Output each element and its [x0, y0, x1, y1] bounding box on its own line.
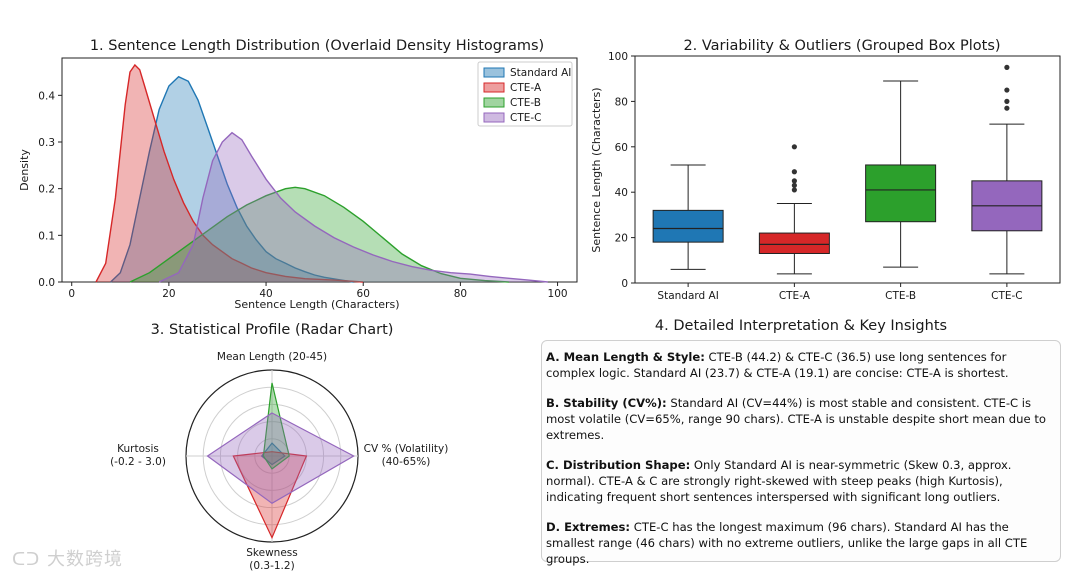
insight-item: A. Mean Length & Style: CTE-B (44.2) & C…	[546, 349, 1050, 381]
x-tick-label: CTE-C	[991, 290, 1023, 302]
x-tick-label: Standard AI	[657, 290, 718, 302]
insight-text: CTE-B (44.2) & CTE-C (36.5) use long sen…	[546, 350, 1009, 380]
y-tick-label: 0	[621, 278, 628, 290]
y-tick-label: 0.0	[38, 277, 55, 289]
insight-heading: C. Distribution Shape:	[546, 458, 691, 472]
x-tick-label: 60	[357, 288, 370, 300]
legend-swatch	[483, 97, 505, 108]
x-tick-label: 80	[454, 288, 467, 300]
radar-axis-label: Kurtosis	[117, 443, 159, 455]
density-area-cte-c	[159, 132, 548, 282]
legend-label: CTE-B	[510, 97, 541, 109]
y-tick-label: 0.3	[38, 137, 55, 149]
y-tick-label: 20	[615, 233, 628, 245]
insight-text: Standard AI (CV=44%) is most stable and …	[546, 396, 1046, 442]
watermark-logo: ᑕᑐ 大数跨境	[12, 545, 123, 571]
density-line-cte-c	[158, 131, 548, 283]
density-area-standard-ai	[110, 76, 354, 282]
y-tick-label: 80	[615, 96, 628, 108]
box-plot-frame	[634, 55, 1061, 284]
density-y-axis-label: Density	[18, 149, 31, 191]
radar-axis-label: (0.3-1.2)	[249, 560, 294, 572]
x-tick-label: 0	[68, 288, 75, 300]
insights-panel: A. Mean Length & Style: CTE-B (44.2) & C…	[541, 340, 1061, 566]
outlier-point	[791, 182, 797, 188]
density-chart-title: 1. Sentence Length Distribution (Overlai…	[90, 38, 544, 54]
outlier-point	[1004, 64, 1010, 70]
x-tick-label: CTE-B	[885, 290, 916, 302]
insight-heading: D. Extremes:	[546, 520, 631, 534]
insights-title: 4. Detailed Interpretation & Key Insight…	[654, 318, 948, 334]
outlier-point	[791, 187, 797, 193]
box-plot-y-axis-label: Sentence Length (Characters)	[590, 87, 603, 252]
radar-chart-title: 3. Statistical Profile (Radar Chart)	[151, 322, 394, 338]
outlier-point	[791, 169, 797, 175]
watermark-text: 大数跨境	[47, 549, 124, 570]
y-tick-label: 0.4	[38, 90, 55, 102]
legend-label: CTE-C	[510, 112, 542, 124]
y-tick-label: 0.2	[38, 184, 55, 196]
insight-item: B. Stability (CV%): Standard AI (CV=44%)…	[546, 395, 1050, 443]
radar-series-cte-b	[262, 382, 290, 470]
outlier-point	[1004, 98, 1010, 104]
legend-box	[477, 61, 573, 127]
outlier-point	[791, 178, 797, 184]
y-tick-label: 40	[615, 187, 628, 199]
density-x-axis-label: Sentence Length (Characters)	[234, 298, 399, 311]
y-tick-label: 0.1	[38, 230, 55, 242]
box-cte-b	[865, 164, 937, 223]
x-tick-label: 100	[548, 288, 568, 300]
x-tick-label: 40	[259, 288, 272, 300]
radar-series-cte-a	[232, 451, 308, 540]
radar-series-standard-ai	[260, 442, 286, 466]
density-area-cte-a	[96, 65, 364, 282]
insight-item: D. Extremes: CTE-C has the longest maxim…	[546, 519, 1050, 567]
insight-text: CTE-C has the longest maximum (96 chars)…	[546, 520, 1028, 566]
box-standard-ai	[652, 209, 724, 243]
outlier-point	[1004, 87, 1010, 93]
legend-swatch	[483, 112, 505, 123]
radar-series-cte-c	[206, 412, 355, 505]
x-tick-label: 20	[162, 288, 175, 300]
density-line-standard-ai	[110, 75, 354, 283]
y-tick-label: 60	[615, 142, 628, 154]
box-cte-a	[758, 232, 830, 254]
insight-heading: B. Stability (CV%):	[546, 396, 667, 410]
insight-heading: A. Mean Length & Style:	[546, 350, 705, 364]
radar-chart: 3. Statistical Profile (Radar Chart) Mea…	[110, 322, 449, 572]
legend-swatch	[483, 82, 505, 93]
y-tick-label: 100	[608, 51, 628, 63]
outlier-point	[791, 144, 797, 150]
x-tick-label: CTE-A	[779, 290, 811, 302]
radar-axis-label: Skewness	[246, 547, 297, 559]
radar-axis-label: CV % (Volatility)	[364, 443, 449, 455]
legend-label: CTE-A	[510, 82, 542, 94]
watermark-icon: ᑕᑐ	[12, 549, 41, 570]
outlier-point	[1004, 105, 1010, 111]
legend-label: Standard AI	[510, 67, 571, 79]
density-line-cte-a	[95, 63, 364, 283]
insight-text: Only Standard AI is near-symmetric (Skew…	[546, 458, 1012, 504]
radar-axis-label: (40-65%)	[382, 456, 431, 468]
box-plot-chart: 2. Variability & Outliers (Grouped Box P…	[590, 38, 1061, 302]
density-area-cte-b	[130, 187, 509, 282]
legend-swatch	[483, 67, 505, 78]
density-chart: 1. Sentence Length Distribution (Overlai…	[18, 38, 578, 311]
radar-axis-label: (-0.2 - 3.0)	[110, 456, 166, 468]
insight-item: C. Distribution Shape: Only Standard AI …	[546, 457, 1050, 505]
radar-axis-label: Mean Length (20-45)	[217, 351, 327, 363]
box-plot-title: 2. Variability & Outliers (Grouped Box P…	[683, 38, 1000, 54]
